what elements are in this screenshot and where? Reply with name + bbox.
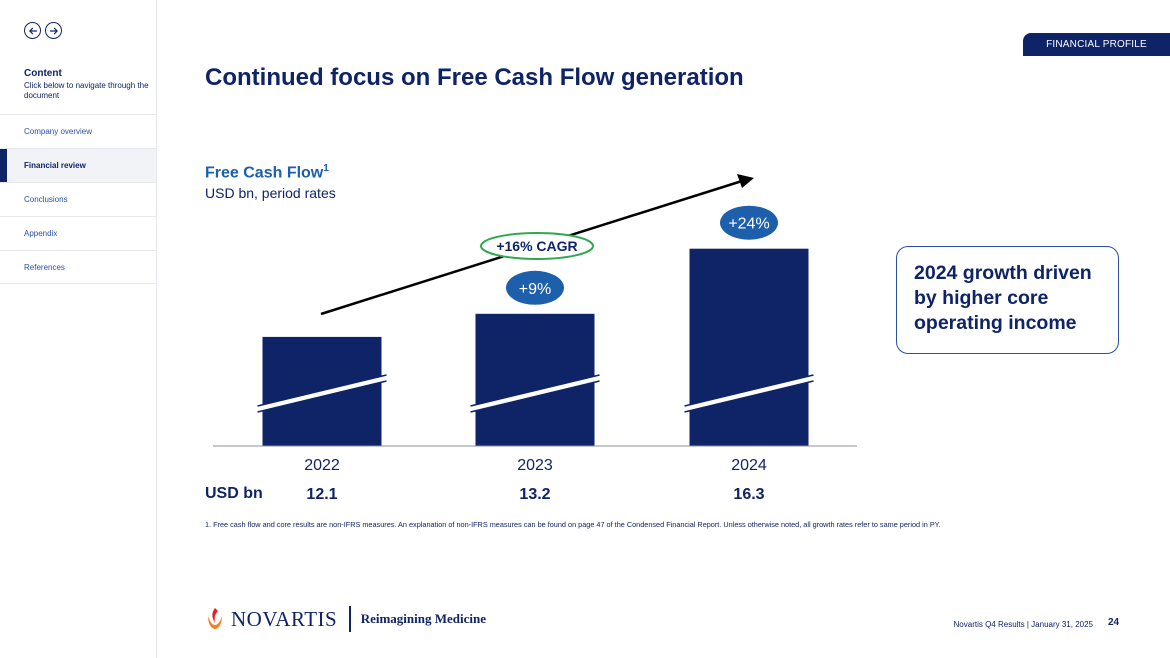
footnote-marker: 1	[323, 163, 329, 174]
page-title: Continued focus on Free Cash Flow genera…	[205, 64, 744, 91]
novartis-logo: NOVARTIS Reimagining Medicine	[205, 604, 486, 634]
sidebar-item-company-overview[interactable]: Company overview	[0, 114, 156, 148]
axis-break-line-top	[257, 374, 387, 407]
section-tag: FINANCIAL PROFILE	[1023, 33, 1170, 56]
chart-title: Free Cash Flow1	[205, 163, 329, 182]
sidebar: Content Click below to navigate through …	[0, 0, 157, 658]
logo-divider	[349, 606, 351, 632]
sidebar-item-financial-review[interactable]: Financial review	[0, 148, 156, 182]
content-block: Content Click below to navigate through …	[24, 68, 149, 101]
growth-badge-label-2023: +9%	[519, 281, 551, 298]
content-subtitle: Click below to navigate through the docu…	[24, 81, 149, 100]
bar-2024	[689, 248, 809, 446]
footer-text: Novartis Q4 Results | January 31, 2025	[953, 620, 1093, 629]
back-arrow-icon[interactable]	[24, 22, 41, 39]
category-label-2024: 2024	[731, 457, 767, 474]
growth-badge-2024	[720, 205, 778, 240]
axis-break-2023	[470, 375, 600, 412]
sidebar-item-appendix[interactable]: Appendix	[0, 216, 156, 250]
trend-arrowhead-icon	[737, 174, 754, 188]
chart-subtitle: USD bn, period rates	[205, 185, 336, 201]
value-label-2023: 13.2	[519, 486, 550, 503]
axis-break-2024	[684, 375, 814, 412]
category-label-2022: 2022	[304, 457, 340, 474]
logo-wordmark: NOVARTIS	[231, 606, 338, 631]
nav-arrows	[24, 22, 62, 39]
logo-tagline: Reimagining Medicine	[360, 611, 486, 626]
growth-badge-label-2024: +24%	[728, 216, 769, 233]
axis-break-line-bottom	[470, 380, 600, 413]
value-label-2024: 16.3	[733, 486, 764, 503]
axis-break-line-top	[684, 374, 814, 407]
sidebar-item-references[interactable]: References	[0, 250, 156, 284]
content-title: Content	[24, 68, 62, 79]
value-label-2022: 12.1	[306, 486, 337, 503]
category-label-2023: 2023	[517, 457, 553, 474]
cagr-ellipse	[480, 232, 594, 260]
callout-box: 2024 growth driven by higher core operat…	[896, 246, 1119, 354]
bar-2023	[475, 313, 595, 446]
axis-break-line-bottom	[257, 380, 387, 413]
sidebar-nav: Company overview Financial review Conclu…	[0, 114, 156, 284]
chart-title-text: Free Cash Flow	[205, 164, 324, 182]
cagr-label: +16% CAGR	[496, 238, 577, 254]
growth-badge-2023	[506, 270, 564, 305]
sidebar-item-conclusions[interactable]: Conclusions	[0, 182, 156, 216]
axis-break-2022	[257, 375, 387, 412]
footnote: 1. Free cash flow and core results are n…	[205, 520, 941, 529]
axis-break-line-bottom	[684, 380, 814, 413]
axis-break-line-top	[470, 374, 600, 407]
value-row-label: USD bn	[205, 485, 263, 502]
page-number: 24	[1108, 617, 1120, 628]
forward-arrow-icon[interactable]	[45, 22, 62, 39]
novartis-flame-icon	[208, 608, 222, 629]
